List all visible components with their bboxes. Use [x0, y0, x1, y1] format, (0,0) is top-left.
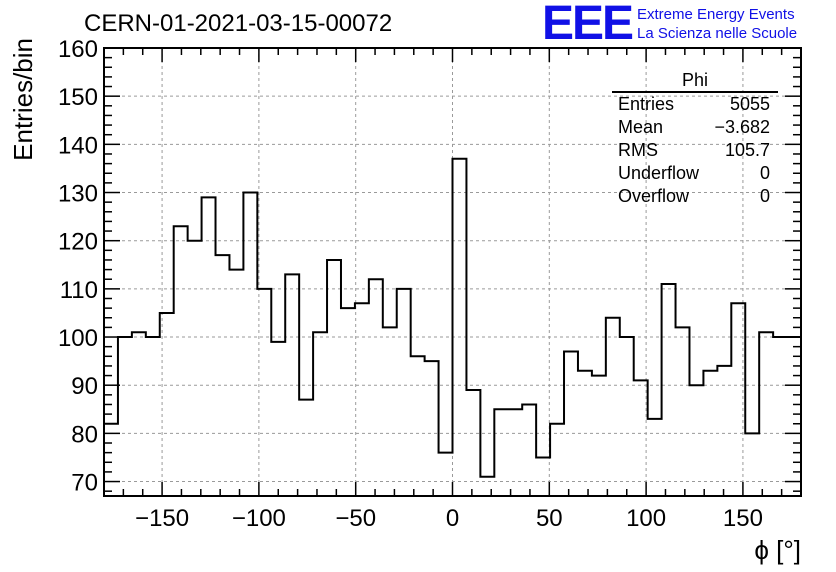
stats-value: 0: [759, 163, 770, 183]
x-tick-label: 50: [536, 505, 563, 532]
x-tick-label: 150: [723, 505, 763, 532]
y-tick-label: 160: [58, 36, 98, 63]
y-tick-label: 130: [58, 181, 98, 208]
logo-caption: Extreme Energy Events La Scienza nelle S…: [637, 5, 797, 43]
x-tick-label: 100: [626, 505, 666, 532]
y-tick-label: 80: [71, 421, 98, 448]
stats-value: 5055: [729, 94, 770, 114]
stats-label: RMS: [618, 140, 658, 160]
x-tick-label: −100: [232, 505, 286, 532]
stats-label: Entries: [618, 94, 675, 114]
stats-label: Underflow: [618, 163, 700, 183]
y-tick-label: 90: [71, 373, 98, 400]
y-tick-label: 120: [58, 229, 98, 256]
stats-row: Entries 5055: [612, 93, 778, 116]
stats-label: Overflow: [618, 186, 690, 206]
stats-row: Mean −3.682: [612, 116, 778, 139]
y-tick-label: 140: [58, 132, 98, 159]
x-tick-label: 0: [446, 505, 459, 532]
stats-value: −3.682: [714, 117, 770, 137]
stats-box: Phi Entries 5055 Mean −3.682 RMS 105.7 Unde…: [612, 70, 778, 208]
histogram-line: [104, 157, 801, 478]
stats-value: 105.7: [724, 140, 770, 160]
eee-logo: EEE: [542, 0, 634, 50]
x-axis-label: ϕ [°]: [754, 535, 801, 565]
stats-label: Mean: [618, 117, 664, 137]
stats-value: 0: [759, 186, 770, 206]
logo-line-1: Extreme Energy Events: [637, 6, 795, 23]
stats-row: Underflow 0: [612, 162, 778, 185]
y-axis-label: Entries/bin: [8, 38, 38, 161]
chart-title: CERN-01-2021-03-15-00072: [84, 10, 393, 37]
x-tick-label: −150: [135, 505, 189, 532]
y-tick-label: 110: [60, 277, 98, 304]
stats-title: Phi: [612, 70, 778, 93]
y-tick-label: 150: [58, 84, 98, 111]
logo-line-2: La Scienza nelle Scuole: [637, 25, 798, 42]
y-tick-label: 100: [58, 325, 98, 352]
x-tick-label: −50: [335, 505, 376, 532]
stats-row: RMS 105.7: [612, 139, 778, 162]
stats-row: Overflow 0: [612, 185, 778, 208]
y-tick-label: 70: [71, 470, 98, 497]
